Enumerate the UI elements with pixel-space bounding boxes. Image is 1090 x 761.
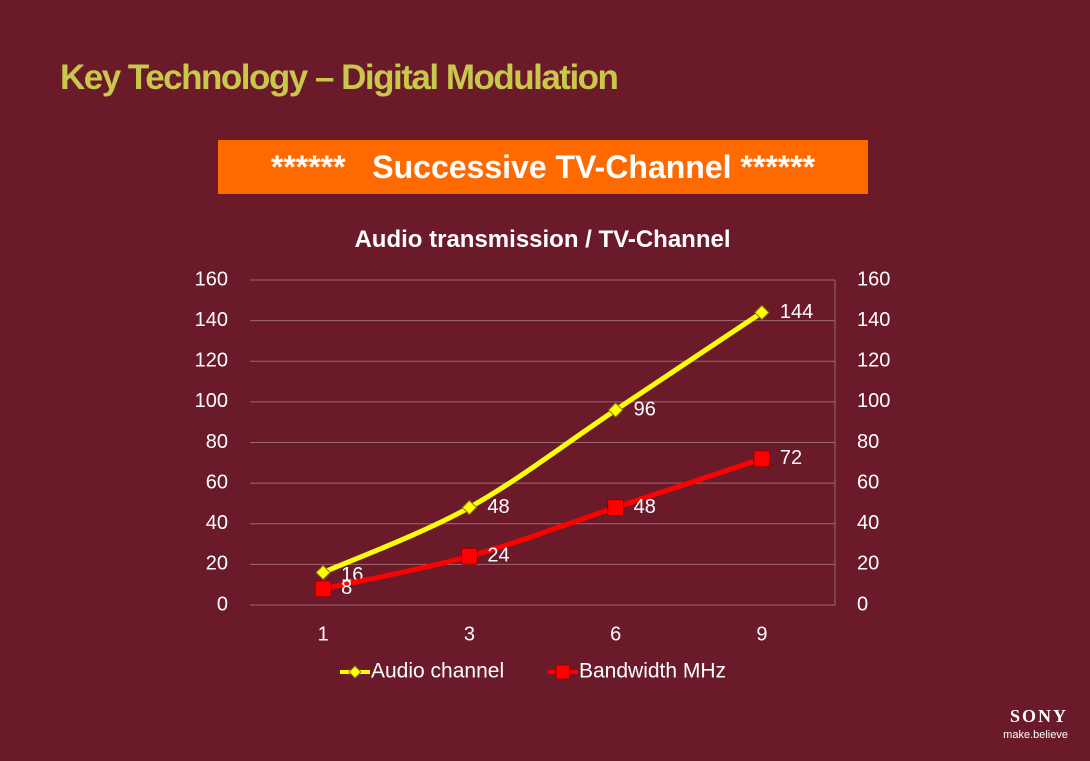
sony-logo: SONY — [1009, 706, 1068, 726]
y-tick-label: 120 — [195, 350, 228, 372]
audio-data-label: 96 — [634, 398, 656, 420]
banner: ****** Successive TV-Channel ****** — [218, 140, 868, 194]
y-tick-label: 40 — [206, 512, 228, 534]
audio-data-label: 48 — [487, 496, 509, 518]
bandwidth-point — [753, 450, 771, 468]
chart-title: Audio transmission / TV-Channel — [354, 226, 731, 253]
y2-tick-label: 160 — [857, 268, 890, 290]
legend-label-bandwidth: Bandwidth MHz — [579, 660, 726, 683]
bandwidth-point — [607, 499, 625, 516]
brand: SONY make.believe — [1003, 706, 1068, 741]
bandwidth-data-label: 48 — [634, 496, 656, 518]
audio-point — [461, 499, 478, 516]
y-tick-label: 140 — [195, 309, 228, 331]
y2-tick-label: 20 — [857, 553, 879, 575]
y-tick-label: 0 — [217, 593, 228, 615]
y-tick-label: 160 — [195, 268, 228, 290]
bandwidth-data-label: 72 — [780, 447, 802, 469]
y2-tick-label: 100 — [857, 390, 890, 412]
y2-tick-label: 40 — [857, 512, 879, 534]
y-tick-label: 100 — [195, 390, 228, 412]
y-tick-label: 60 — [206, 471, 228, 493]
audio-point — [607, 402, 624, 418]
bandwidth-data-label: 8 — [341, 577, 352, 599]
bandwidth-data-label: 24 — [487, 545, 509, 567]
legend-marker-bandwidth — [555, 664, 571, 680]
y2-tick-label: 0 — [857, 593, 868, 615]
x-tick-label: 3 — [464, 623, 475, 645]
audio-point — [754, 304, 770, 321]
y-tick-label: 20 — [206, 553, 228, 575]
x-tick-label: 1 — [318, 623, 329, 645]
y2-tick-label: 60 — [857, 471, 879, 493]
y-tick-label: 80 — [206, 431, 228, 453]
series-line-audio — [320, 310, 765, 575]
series-line-bandwidth — [320, 456, 765, 592]
legend-marker-audio — [348, 665, 362, 679]
audio-point — [315, 564, 331, 581]
y2-tick-label: 120 — [857, 350, 890, 372]
audio-data-label: 144 — [780, 301, 813, 323]
y2-tick-label: 80 — [857, 431, 879, 453]
bandwidth-point — [314, 580, 332, 598]
bandwidth-point — [460, 547, 478, 565]
y2-tick-label: 140 — [857, 309, 890, 331]
legend-label-audio: Audio channel — [371, 660, 504, 683]
brand-slogan: make.believe — [1003, 729, 1068, 741]
slide-title: Key Technology – Digital Modulation — [60, 58, 619, 97]
x-tick-label: 9 — [756, 623, 767, 645]
x-tick-label: 6 — [610, 623, 621, 645]
